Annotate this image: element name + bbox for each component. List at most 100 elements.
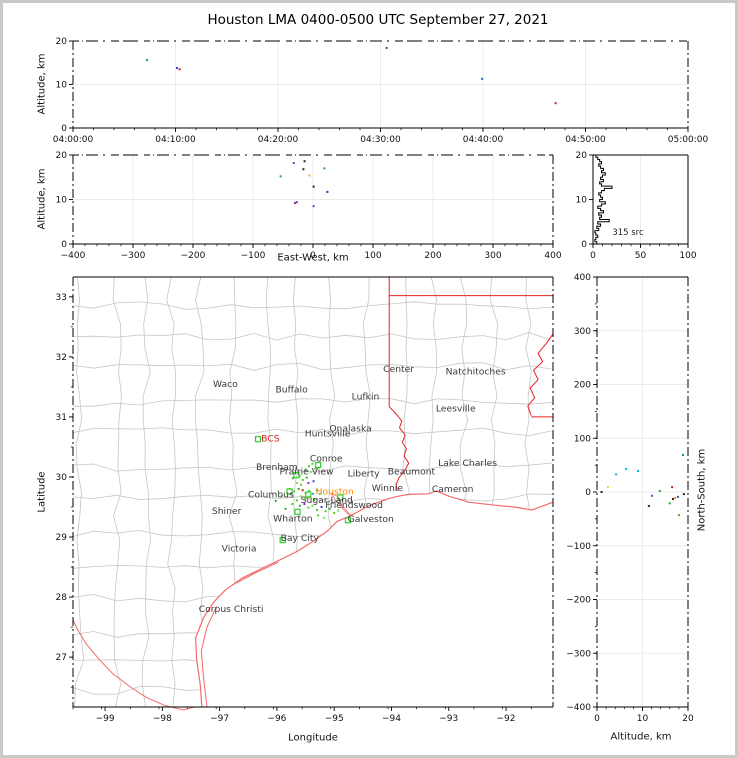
source-point: [304, 497, 307, 500]
barrier-island: [200, 605, 218, 708]
lma-station-marker: [315, 461, 322, 469]
lma-station-marker: [305, 491, 312, 498]
y-tick-label: −100: [566, 542, 591, 552]
x-tick-label: 20: [682, 714, 694, 724]
x-tick-label: 0: [590, 251, 596, 261]
source-point: [668, 502, 671, 505]
source-point: [303, 503, 306, 506]
source-point: [294, 202, 296, 205]
x-tick-label: 100: [679, 251, 696, 261]
x-tick-label: 04:00:00: [53, 135, 94, 145]
panel-frame-map: [72, 276, 554, 708]
lma-station-marker: [293, 472, 300, 479]
x-tick-label: −97: [210, 714, 229, 724]
altitude-histogram-line: [593, 154, 613, 245]
source-point: [302, 168, 305, 171]
source-point: [145, 59, 148, 62]
sources-ew_height: [279, 160, 329, 208]
axis-label-altitude-ns-panel: Altitude, km: [610, 731, 672, 743]
city-label: Victoria: [222, 543, 257, 554]
lma-station-marker: [294, 508, 301, 515]
source-point: [323, 167, 326, 170]
city-labels: Waco Buffalo Lufkin Center Natchitoches Leesv…: [199, 364, 506, 615]
x-tick-label: −98: [153, 714, 172, 724]
source-point: [280, 495, 283, 498]
source-point: [307, 465, 310, 468]
source-point: [284, 507, 287, 510]
x-tick-label: 200: [424, 251, 441, 261]
y-tick-label: 100: [574, 434, 591, 444]
x-tick-label: −100: [241, 251, 266, 261]
y-tick-label: 0: [61, 240, 67, 250]
x-tick-label: 10: [637, 714, 649, 724]
source-point: [312, 480, 315, 483]
city-label: Natchitoches: [446, 366, 506, 377]
y-tick-label: 200: [574, 381, 591, 391]
axis-label-altitude-ew-panel: Altitude, km: [36, 168, 48, 230]
city-label: Lake Charles: [438, 458, 497, 469]
panel-frame-time_height: [72, 40, 689, 129]
y-tick-label: 32: [56, 353, 67, 363]
source-point: [292, 162, 295, 165]
source-point: [293, 490, 296, 493]
source-point: [312, 205, 315, 208]
galveston-bay-outline: [330, 492, 352, 517]
panel-ew_height: −400 −300 −200 −100 0 100 200 300 400 0 10 20: [56, 151, 562, 261]
axis-label-latitude: Latitude: [36, 471, 48, 513]
city-label: Galveston: [348, 514, 394, 525]
lma-station-marker: [337, 494, 344, 501]
source-point: [298, 504, 301, 507]
source-point: [636, 470, 639, 473]
panel-time_height: 04:00:00 04:10:00 04:20:00 04:30:00 04:40:00…: [53, 37, 709, 145]
city-label: Leesville: [436, 404, 476, 415]
x-tick-label: 05:00:00: [668, 135, 709, 145]
x-tick-label: 100: [364, 251, 381, 261]
source-point: [658, 489, 661, 492]
coastline: [194, 490, 554, 708]
source-point: [317, 514, 320, 517]
lma-station-marker: [286, 488, 293, 495]
y-tick-label: 20: [56, 151, 68, 161]
source-point: [178, 68, 181, 71]
source-point: [295, 201, 298, 204]
y-tick-label: 300: [574, 327, 591, 337]
histogram-source-count-label: 315 src: [612, 228, 644, 238]
lma-stations: [254, 436, 352, 544]
x-tick-label: −300: [121, 251, 146, 261]
source-point: [318, 492, 321, 495]
source-point: [674, 496, 677, 499]
source-point: [307, 506, 310, 509]
source-point: [677, 514, 680, 517]
y-tick-label: 20: [576, 151, 588, 161]
x-tick-label: −95: [325, 714, 344, 724]
x-tick-label: 400: [544, 251, 561, 261]
sources-time_height: [145, 46, 557, 105]
source-point: [651, 494, 654, 497]
source-point: [291, 477, 294, 480]
state-and-coast-borders: [72, 276, 554, 711]
source-point: [299, 483, 302, 486]
city-label: Center: [383, 364, 414, 375]
source-point: [676, 495, 679, 498]
city-label: Cameron: [432, 484, 474, 495]
x-tick-label: −200: [181, 251, 206, 261]
x-tick-label: −94: [382, 714, 401, 724]
city-label: Buffalo: [275, 384, 308, 395]
y-tick-label: 30: [56, 473, 68, 483]
source-point: [554, 102, 557, 105]
source-point: [671, 497, 674, 500]
x-tick-label: 04:20:00: [258, 135, 299, 145]
city-label: Houston: [316, 486, 354, 497]
city-label: Corpus Christi: [199, 604, 264, 615]
x-tick-label: −99: [96, 714, 115, 724]
source-point: [314, 467, 317, 470]
source-point: [625, 467, 628, 470]
y-tick-label: 10: [56, 196, 68, 206]
source-point: [671, 486, 674, 489]
source-point: [295, 499, 298, 502]
y-tick-label: 10: [56, 81, 68, 91]
source-point: [303, 160, 306, 163]
source-point: [305, 476, 308, 479]
panel-alt_histogram: 0 50 100 0 10 20: [576, 151, 697, 261]
panel-frame-alt_histogram: [592, 154, 689, 245]
